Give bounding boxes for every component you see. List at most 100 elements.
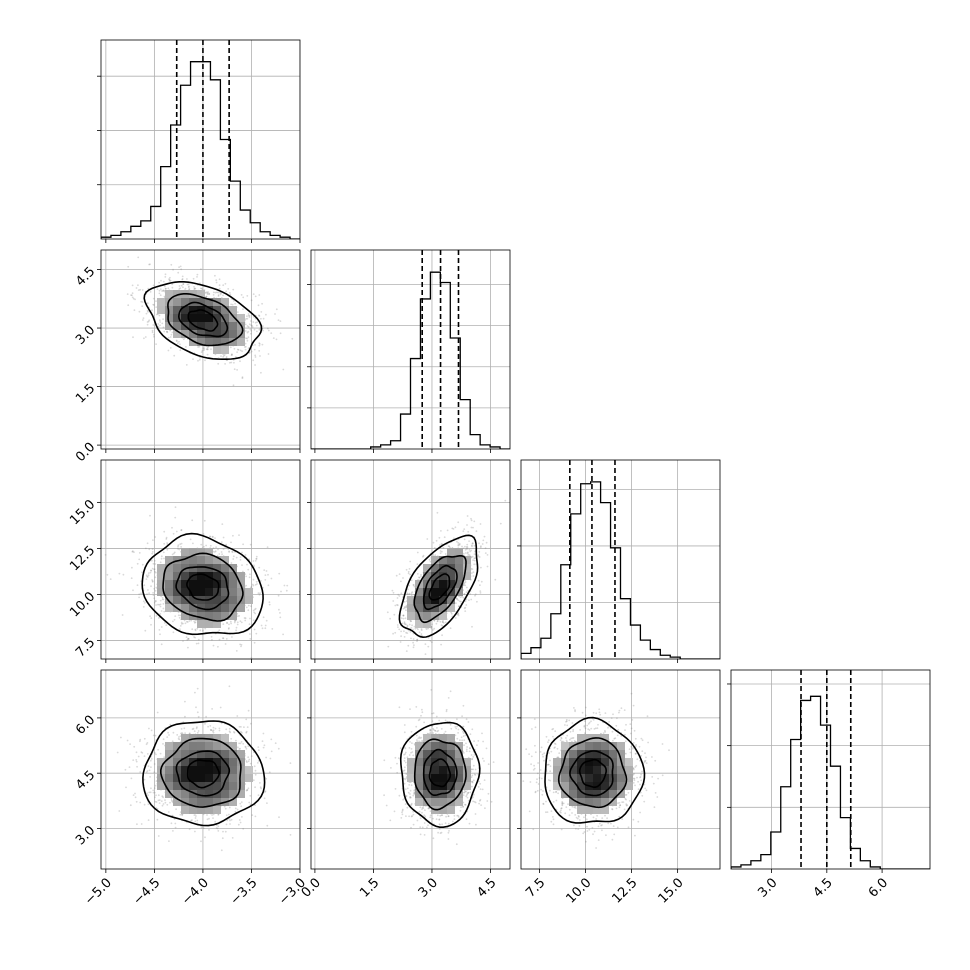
scatter-point <box>592 711 595 714</box>
density-cell <box>189 596 197 604</box>
scatter-point <box>264 791 266 793</box>
scatter-point <box>383 759 386 762</box>
scatter-point <box>227 288 230 290</box>
scatter-point <box>150 569 153 572</box>
scatter-point <box>466 792 469 795</box>
density-cell <box>197 798 205 806</box>
scatter-point <box>444 553 447 555</box>
scatter-point <box>196 711 199 714</box>
scatter-point <box>258 343 261 345</box>
scatter-point <box>419 833 422 836</box>
scatter-point <box>463 583 465 585</box>
hist-step-0 <box>101 61 300 239</box>
pair-0-1-frame <box>100 249 301 450</box>
scatter-point <box>253 628 256 631</box>
scatter-point <box>251 583 254 586</box>
scatter-point <box>537 783 540 785</box>
scatter-point <box>472 571 475 574</box>
scatter-point <box>194 820 197 823</box>
scatter-point <box>155 300 157 302</box>
density-cell <box>407 596 415 604</box>
density-cell <box>157 564 165 572</box>
scatter-point <box>179 628 181 630</box>
scatter-point <box>464 610 467 612</box>
scatter-point <box>206 353 209 356</box>
density-cell <box>197 330 205 338</box>
density-cell <box>415 766 423 774</box>
scatter-point <box>155 801 158 803</box>
density-cell <box>173 596 181 604</box>
scatter-point <box>413 644 415 646</box>
scatter-point <box>470 519 473 522</box>
scatter-point <box>473 754 476 756</box>
scatter-point <box>632 782 635 784</box>
scatter-point <box>239 742 242 745</box>
scatter-point <box>478 556 481 558</box>
density-cell <box>463 766 471 774</box>
scatter-point <box>247 709 250 712</box>
density-cell <box>213 620 221 628</box>
scatter-point <box>439 620 442 623</box>
scatter-point <box>607 726 609 729</box>
scatter-point <box>217 294 220 296</box>
scatter-point <box>550 820 553 823</box>
scatter-point <box>136 562 139 565</box>
scatter-point <box>179 287 182 289</box>
scatter-point <box>172 731 175 734</box>
y-tick-label: 3.0 <box>73 323 98 348</box>
density-cell <box>197 758 205 766</box>
scatter-point <box>247 609 250 612</box>
scatter-point <box>396 597 399 599</box>
scatter-point <box>405 568 408 571</box>
scatter-point <box>241 377 244 380</box>
scatter-point <box>588 721 591 724</box>
scatter-point <box>587 728 590 730</box>
contour-0.5σ <box>398 534 479 639</box>
scatter-point <box>158 281 160 284</box>
scatter-point <box>433 729 435 731</box>
scatter-point <box>457 543 460 546</box>
density-cell <box>431 782 439 790</box>
scatter-point <box>162 290 165 292</box>
scatter-point <box>405 773 408 776</box>
scatter-point <box>187 637 189 640</box>
scatter-point <box>429 816 432 819</box>
scatter-point <box>435 818 438 821</box>
scatter-point <box>155 753 157 756</box>
scatter-point <box>246 789 249 791</box>
scatter-point <box>237 746 239 749</box>
scatter-point <box>462 584 465 587</box>
scatter-point <box>459 809 462 812</box>
scatter-point <box>479 523 482 525</box>
scatter-point <box>154 570 156 573</box>
scatter-point <box>180 728 183 730</box>
scatter-point <box>456 598 459 601</box>
scatter-point <box>413 625 416 628</box>
scatter-point <box>207 725 209 728</box>
scatter-point <box>148 319 151 322</box>
scatter-point <box>230 303 233 306</box>
scatter-point <box>456 540 458 543</box>
density-cell <box>213 588 221 596</box>
scatter-point <box>421 826 424 829</box>
scatter-point <box>217 548 219 551</box>
scatter-point <box>437 831 439 834</box>
scatter-point <box>250 350 253 353</box>
scatter-point <box>250 722 252 725</box>
scatter-point <box>472 756 475 758</box>
scatter-point <box>245 317 248 320</box>
scatter-point <box>389 617 391 620</box>
density-cell <box>423 750 431 758</box>
scatter-point <box>403 606 406 608</box>
scatter-point <box>223 354 226 356</box>
scatter-point <box>212 294 215 296</box>
scatter-point <box>139 801 142 804</box>
scatter-point <box>158 289 161 292</box>
scatter-point <box>547 763 550 766</box>
scatter-point <box>474 774 477 776</box>
scatter-point <box>197 359 199 362</box>
scatter-point <box>408 593 410 596</box>
scatter-point <box>190 819 192 822</box>
hist-1-grid <box>314 250 491 449</box>
density-cell <box>165 588 173 596</box>
